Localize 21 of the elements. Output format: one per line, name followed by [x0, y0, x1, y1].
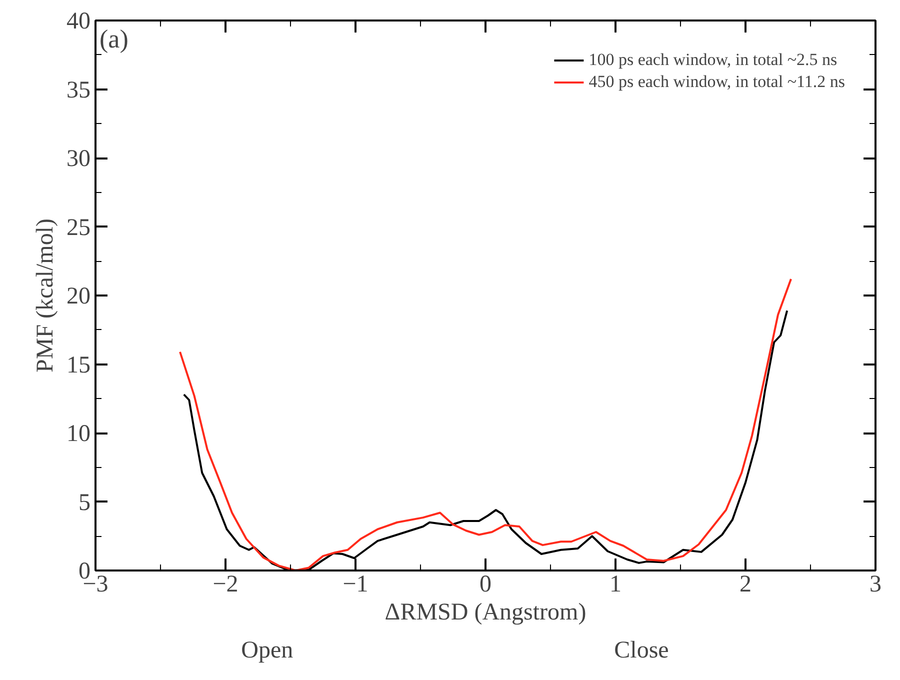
- x-tick-label: 1: [610, 572, 622, 598]
- x-axis-title: ΔRMSD (Angstrom): [384, 600, 586, 626]
- legend-label: 450 ps each window, in total ~11.2 ns: [588, 72, 845, 92]
- y-tick-label: 10: [66, 421, 90, 447]
- x-tick-label: 2: [740, 572, 752, 598]
- annotation: (a): [100, 24, 128, 54]
- y-tick-label: 25: [66, 214, 90, 241]
- x-tick-label: −2: [212, 572, 238, 598]
- y-axis-title: PMF (kcal/mol): [32, 218, 58, 372]
- x-tick-label: 0: [480, 572, 492, 598]
- y-tick-label: 30: [66, 146, 90, 172]
- y-tick-label: 15: [66, 352, 90, 378]
- y-tick-label: 20: [66, 284, 90, 310]
- y-tick-label: 40: [66, 8, 90, 34]
- x-tick-label: −1: [342, 572, 368, 598]
- y-tick-label: 35: [66, 77, 90, 104]
- text: Close: [614, 638, 669, 664]
- text: Open: [241, 638, 294, 664]
- y-tick-label: 5: [78, 490, 90, 516]
- legend-label: 100 ps each window, in total ~2.5 ns: [588, 50, 838, 70]
- x-tick-label: 3: [870, 572, 882, 598]
